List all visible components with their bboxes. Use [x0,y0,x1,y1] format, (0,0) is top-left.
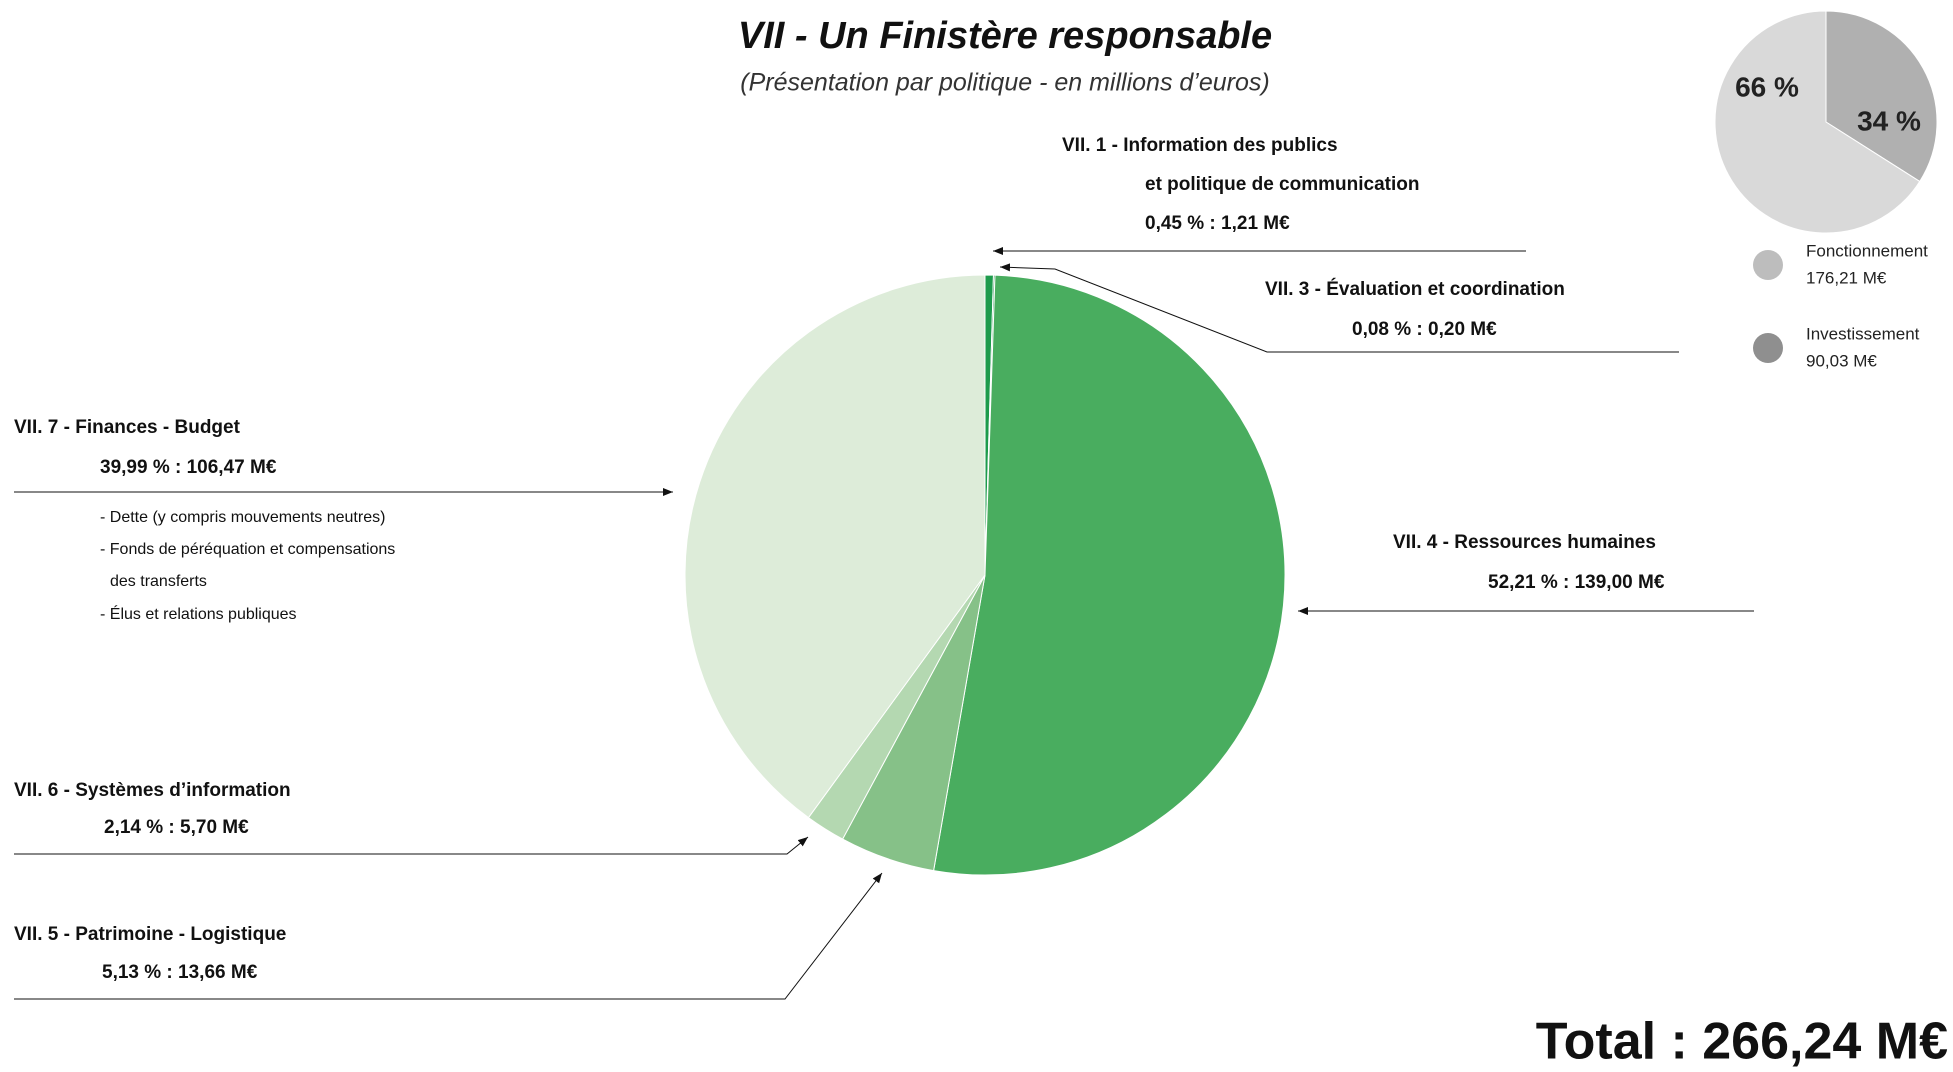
chart-title: VII - Un Finistère responsable [738,15,1272,57]
pie-slice [933,274,1286,876]
pie-slice [1825,10,1938,183]
category-label: VII. 5 - Patrimoine - Logistique [14,924,286,945]
total: Total : 266,24 M€ [1536,1013,1948,1071]
pie-slice [1714,10,1921,234]
category-label: VII. 3 - Évaluation et coordination [1265,278,1565,300]
leader-line [14,836,809,855]
legend-sublabel: 176,21 M€ [1806,268,1887,287]
category-label: VII. 1 - Information des publics [1062,135,1338,156]
note: - Dette (y compris mouvements neutres) [100,509,385,526]
note: - Fonds de péréquation et compensations [100,541,395,558]
value-label: 0,08 % : 0,20 M€ [1352,319,1497,340]
pie-slice [684,274,986,819]
category-label: VII. 7 - Finances - Budget [14,417,241,438]
value-label: 66 % [1735,71,1799,102]
category-label: et politique de communication [1145,174,1419,195]
leader-line [999,263,1679,353]
category-label: VII. 4 - Ressources humaines [1393,532,1656,553]
leader-line [14,872,883,1000]
value-label: 0,45 % : 1,21 M€ [1145,213,1290,234]
category-label: VII. 6 - Systèmes d’information [14,780,291,801]
chart-subtitle: (Présentation par politique - en million… [740,69,1269,97]
note: - Élus et relations publiques [100,604,297,623]
value-label: 2,14 % : 5,70 M€ [104,817,249,838]
value-label: 34 % [1857,105,1921,136]
legend-marker [1753,250,1783,280]
value-label: 5,13 % : 13,66 M€ [102,962,258,983]
value-label: 52,21 % : 139,00 M€ [1488,572,1665,593]
legend-marker [1753,333,1783,363]
leader-lines [14,247,1754,1000]
value-label: 39,99 % : 106,47 M€ [100,457,277,478]
note: des transferts [110,573,207,590]
legend-sublabel: 90,03 M€ [1806,351,1877,370]
legend-label: Investissement [1806,324,1920,343]
legend-label: Fonctionnement [1806,241,1928,260]
